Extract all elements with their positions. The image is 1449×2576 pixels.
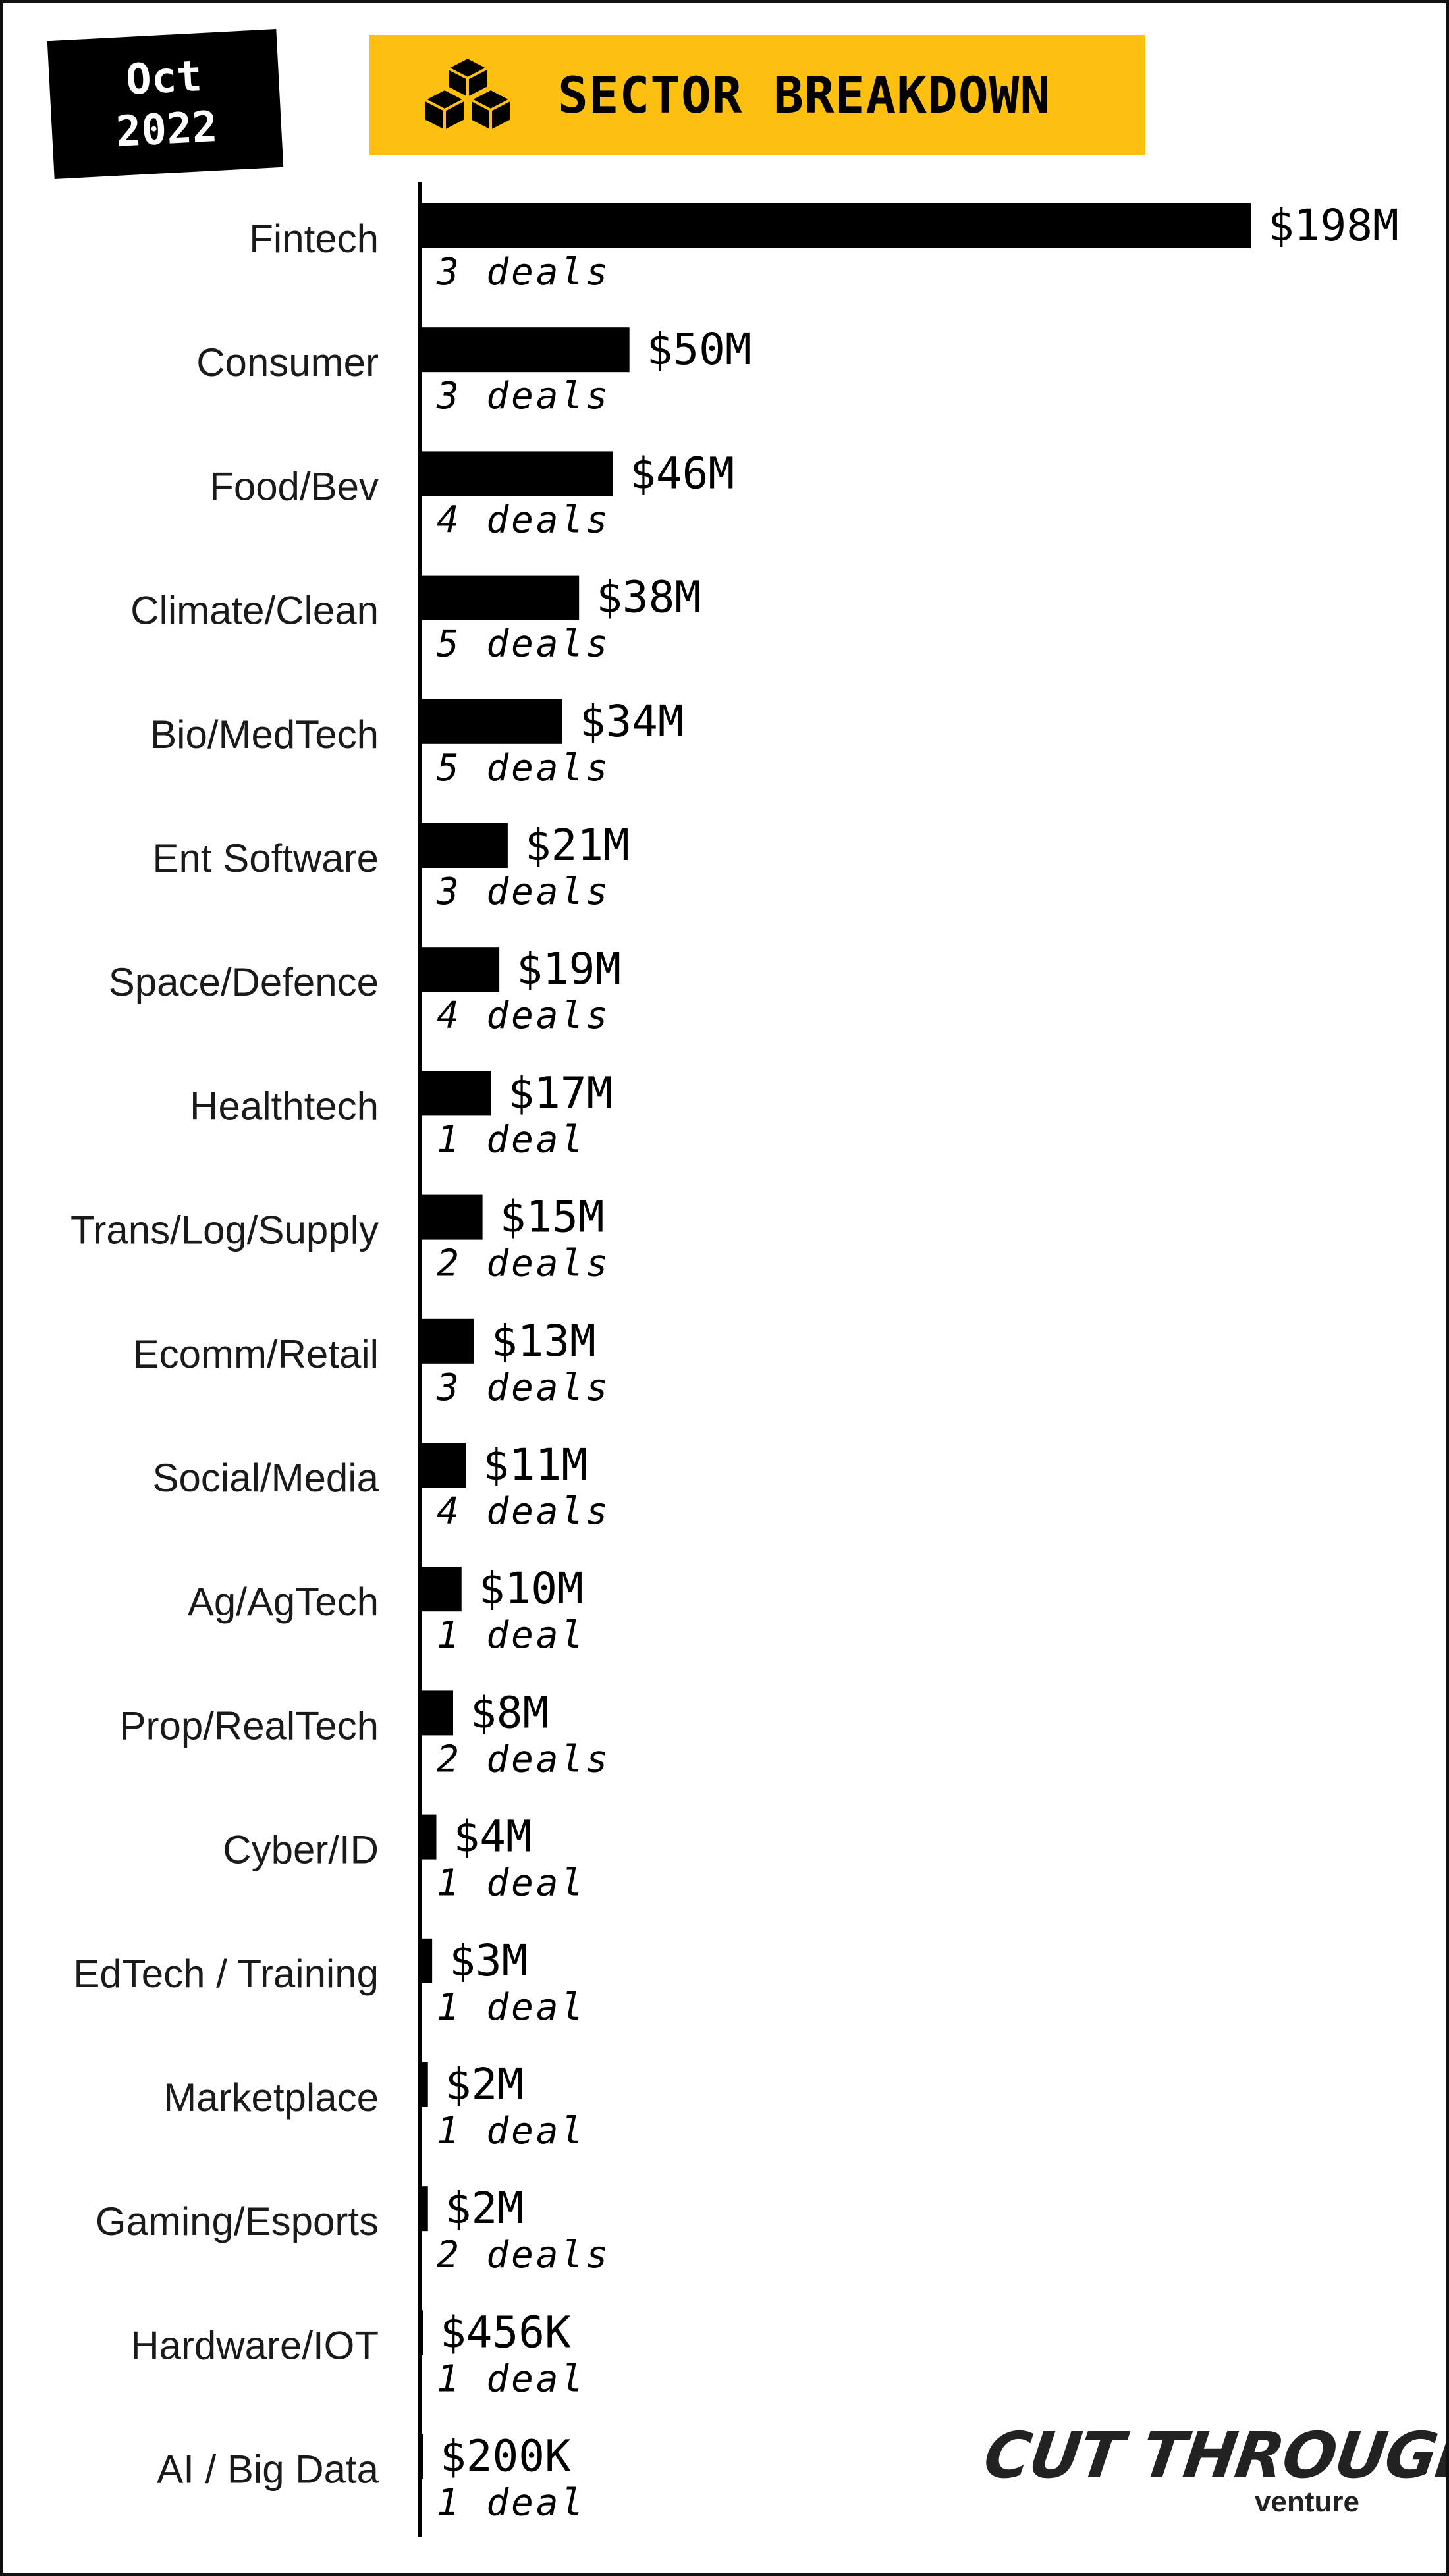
deal-count-label: 4 deals bbox=[437, 1490, 611, 1533]
category-label: Ecomm/Retail bbox=[133, 1332, 379, 1376]
deal-count-label: 5 deals bbox=[437, 747, 611, 790]
value-label: $456K bbox=[440, 2307, 571, 2357]
bar bbox=[420, 1071, 491, 1116]
bar bbox=[420, 2434, 423, 2479]
category-label: Climate/Clean bbox=[130, 589, 379, 633]
category-label: Hardware/IOT bbox=[130, 2323, 379, 2367]
title-banner: SECTOR BREAKDOWN bbox=[369, 35, 1145, 155]
bar bbox=[420, 1443, 466, 1488]
deal-count-label: 3 deals bbox=[436, 375, 611, 417]
deal-count-label: 3 deals bbox=[436, 871, 611, 913]
bar bbox=[420, 1567, 462, 1612]
bar bbox=[420, 1814, 437, 1860]
bar bbox=[420, 1318, 474, 1364]
deal-count-label: 2 deals bbox=[437, 2234, 611, 2276]
deal-count-label: 1 deal bbox=[437, 1118, 586, 1161]
value-label: $46M bbox=[630, 448, 734, 498]
deal-count-label: 4 deals bbox=[437, 994, 611, 1037]
value-label: $34M bbox=[580, 696, 684, 747]
category-label: Healthtech bbox=[190, 1084, 379, 1128]
brand-name: CUT THROUGH bbox=[979, 2419, 1449, 2492]
category-label: Ag/AgTech bbox=[188, 1580, 379, 1624]
bar bbox=[420, 699, 562, 744]
value-label: $4M bbox=[453, 1811, 532, 1862]
value-label: $3M bbox=[449, 1935, 528, 1986]
bar bbox=[420, 2310, 423, 2355]
category-label: Food/Bev bbox=[209, 464, 379, 508]
category-label: Marketplace bbox=[163, 2076, 379, 2120]
category-label: Ent Software bbox=[152, 836, 379, 880]
value-label: $17M bbox=[508, 1067, 613, 1118]
deal-count-label: 3 deals bbox=[436, 251, 611, 294]
category-label: EdTech / Training bbox=[73, 1952, 379, 1996]
deal-count-label: 1 deal bbox=[437, 2357, 586, 2400]
deal-count-label: 1 deal bbox=[437, 2110, 586, 2153]
value-label: $10M bbox=[479, 1563, 584, 1614]
value-label: $38M bbox=[596, 572, 701, 623]
value-label: $2M bbox=[445, 2059, 524, 2110]
deal-count-label: 5 deals bbox=[437, 623, 611, 666]
deal-count-label: 1 deal bbox=[437, 1614, 586, 1657]
bar-chart: Fintech $198M 3 deals Consumer $50M 3 deals Fo… bbox=[70, 182, 1399, 2537]
value-label: $198M bbox=[1268, 200, 1399, 251]
category-label: Space/Defence bbox=[109, 960, 379, 1004]
deal-count-label: 1 deal bbox=[437, 1986, 586, 2029]
category-label: Fintech bbox=[249, 217, 379, 261]
bar bbox=[420, 1690, 453, 1736]
value-label: $200K bbox=[440, 2431, 571, 2482]
bar bbox=[420, 947, 500, 992]
brand-logo: CUT THROUGH venture bbox=[979, 2419, 1446, 2524]
bar bbox=[420, 2062, 428, 2107]
bar bbox=[420, 1938, 433, 1983]
value-label: $2M bbox=[445, 2183, 524, 2234]
bar bbox=[420, 1194, 483, 1240]
category-label: Cyber/ID bbox=[223, 1828, 379, 1872]
cubes-icon bbox=[423, 56, 512, 132]
bar bbox=[420, 451, 613, 496]
category-label: Gaming/Esports bbox=[96, 2199, 379, 2243]
value-label: $8M bbox=[470, 1687, 549, 1738]
chart-title: SECTOR BREAKDOWN bbox=[558, 65, 1051, 124]
value-label: $13M bbox=[491, 1316, 596, 1366]
deal-count-label: 2 deals bbox=[437, 1243, 611, 1285]
category-label: Consumer bbox=[196, 340, 379, 385]
category-label: Trans/Log/Supply bbox=[70, 1208, 379, 1252]
brand-sub: venture bbox=[1255, 2486, 1359, 2518]
value-label: $19M bbox=[516, 944, 621, 994]
value-label: $11M bbox=[483, 1439, 588, 1490]
category-label: AI / Big Data bbox=[157, 2448, 379, 2492]
value-label: $15M bbox=[500, 1192, 605, 1243]
deal-count-label: 1 deal bbox=[437, 1862, 586, 1905]
bar bbox=[420, 327, 630, 373]
deal-count-label: 4 deals bbox=[437, 498, 611, 541]
value-label: $21M bbox=[525, 820, 630, 871]
category-label: Prop/RealTech bbox=[119, 1704, 379, 1748]
deal-count-label: 3 deals bbox=[436, 1366, 611, 1409]
bar bbox=[420, 823, 508, 868]
category-label: Bio/MedTech bbox=[150, 712, 379, 757]
deal-count-label: 1 deal bbox=[437, 2482, 586, 2525]
bar bbox=[420, 2186, 428, 2232]
deal-count-label: 2 deals bbox=[437, 1738, 611, 1781]
bar bbox=[420, 575, 580, 620]
category-label: Social/Media bbox=[152, 1456, 379, 1500]
bar bbox=[420, 203, 1251, 248]
value-label: $50M bbox=[647, 324, 752, 375]
